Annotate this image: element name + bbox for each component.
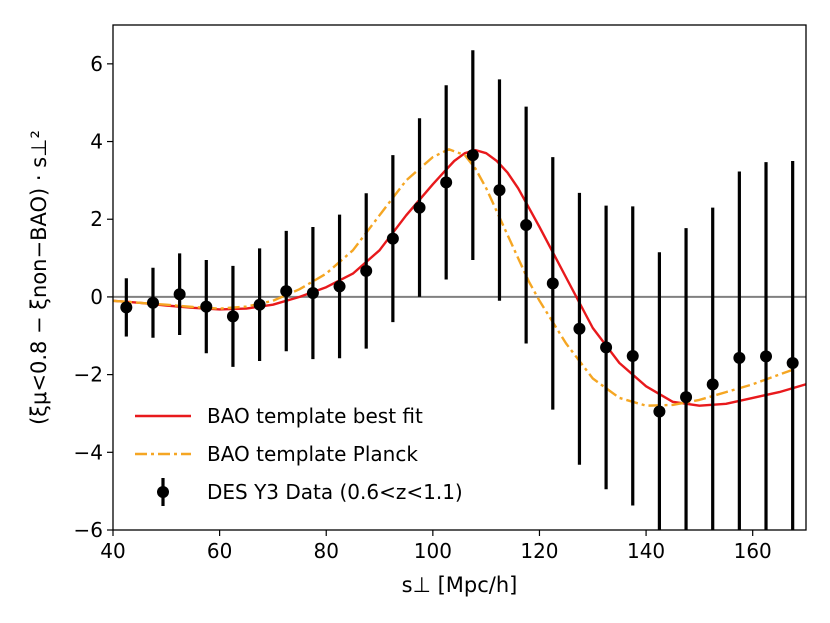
y-tick-label: −4: [74, 440, 103, 464]
y-axis-label: (ξμ<0.8 − ξnon−BAO) · s⊥²: [27, 130, 51, 425]
y-tick-label: 2: [90, 207, 103, 231]
data-point: [226, 265, 239, 367]
data-marker: [733, 351, 746, 364]
data-marker: [786, 356, 799, 369]
plot-area: [113, 50, 806, 530]
x-axis-label: s⊥ [Mpc/h]: [402, 573, 518, 597]
data-marker: [600, 341, 613, 354]
data-marker: [626, 349, 639, 362]
data-point: [733, 171, 746, 530]
legend-entry: BAO template Planck: [135, 442, 418, 466]
data-marker: [546, 277, 559, 290]
legend-entry: DES Y3 Data (0.6<z<1.1): [157, 478, 463, 506]
data-point: [333, 214, 346, 359]
data-point: [146, 267, 159, 338]
data-point: [786, 160, 799, 530]
data-marker: [280, 285, 293, 298]
x-tick-label: 160: [734, 539, 772, 563]
series-line-0: [113, 148, 806, 407]
data-marker: [466, 149, 479, 162]
x-tick-label: 120: [520, 539, 558, 563]
data-point: [440, 85, 453, 280]
legend-label: BAO template best fit: [207, 404, 423, 428]
data-point: [653, 252, 666, 530]
data-marker: [653, 405, 666, 418]
data-point: [706, 207, 719, 530]
data-marker: [520, 219, 533, 232]
x-tick-label: 80: [314, 539, 339, 563]
legend: BAO template best fit BAO template Planck…: [135, 404, 463, 506]
data-marker: [413, 201, 426, 214]
axes: 40 60 80 100 120 140 160 −6 −4 −2 0 2 4 6: [74, 24, 807, 563]
data-point: [493, 79, 506, 301]
legend-entry: BAO template best fit: [135, 404, 423, 428]
data-point: [600, 205, 613, 490]
series-line-1: [113, 148, 796, 407]
x-tick-label: 140: [627, 539, 665, 563]
data-marker: [146, 296, 159, 309]
data-point: [626, 206, 639, 506]
data-marker: [253, 298, 266, 311]
plot-frame: [112, 24, 807, 531]
data-marker: [360, 264, 373, 277]
data-point: [306, 227, 319, 360]
data-marker: [706, 378, 719, 391]
data-point: [120, 278, 133, 337]
data-marker: [573, 322, 586, 335]
data-point: [173, 253, 186, 335]
data-point: [386, 155, 399, 323]
data-marker: [333, 280, 346, 293]
data-point: [200, 260, 213, 354]
legend-marker: [157, 486, 169, 498]
data-point: [760, 162, 773, 530]
x-tick-label: 40: [100, 539, 125, 563]
data-point: [253, 248, 266, 362]
data-marker: [306, 287, 319, 300]
data-point: [413, 118, 426, 297]
y-tick-label: 4: [90, 130, 103, 154]
data-point: [466, 50, 479, 261]
data-marker: [760, 350, 773, 363]
data-marker: [386, 232, 399, 245]
y-tick-label: 0: [90, 285, 103, 309]
legend-label: BAO template Planck: [207, 442, 418, 466]
data-point: [360, 193, 373, 349]
data-marker: [200, 300, 213, 313]
data-marker: [440, 176, 453, 189]
data-point: [680, 228, 693, 530]
data-marker: [120, 301, 133, 314]
data-marker: [493, 184, 506, 197]
x-tick-label: 60: [207, 539, 232, 563]
data-marker: [680, 391, 693, 404]
y-tick-label: −2: [74, 363, 103, 387]
data-marker: [226, 310, 239, 323]
y-tick-label: −6: [74, 518, 103, 542]
data-point: [520, 106, 533, 344]
data-point: [546, 157, 559, 410]
data-point: [280, 230, 293, 352]
legend-label: DES Y3 Data (0.6<z<1.1): [207, 480, 463, 504]
x-tick-label: 100: [414, 539, 452, 563]
y-tick-label: 6: [90, 52, 103, 76]
data-marker: [173, 288, 186, 301]
data-point: [573, 192, 586, 465]
